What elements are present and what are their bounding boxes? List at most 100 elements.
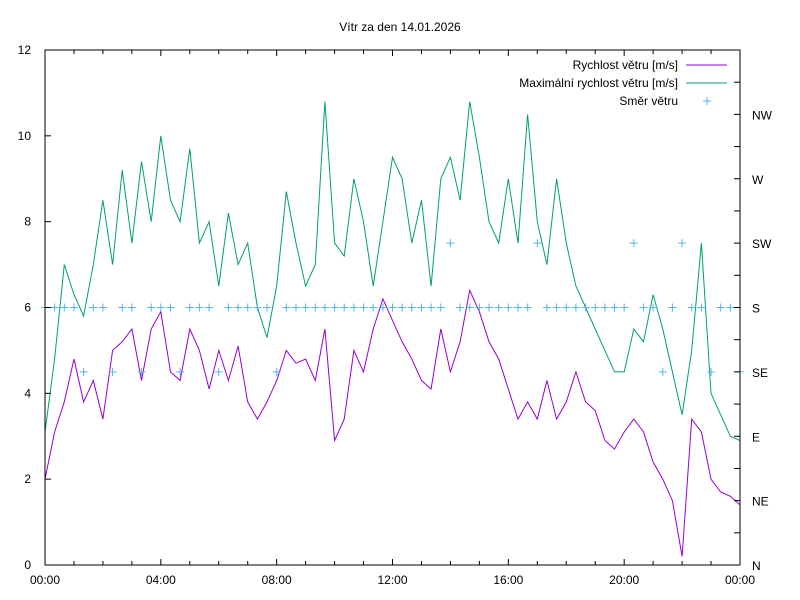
direction-point	[205, 303, 214, 312]
direction-point	[552, 303, 561, 312]
y2-tick-label: NW	[752, 108, 773, 122]
direction-point	[427, 303, 436, 312]
direction-point	[349, 303, 358, 312]
y2-tick-label: S	[752, 302, 760, 316]
direction-point	[513, 303, 522, 312]
y2-tick-label: NE	[752, 495, 769, 509]
y-tick-label: 8	[24, 215, 31, 229]
series-line-1	[44, 101, 741, 441]
direction-point	[639, 303, 648, 312]
direction-point	[147, 303, 156, 312]
direction-point	[475, 303, 484, 312]
direction-point	[60, 303, 69, 312]
direction-point	[629, 239, 638, 248]
direction-point	[542, 303, 551, 312]
direction-point	[127, 303, 136, 312]
direction-point	[668, 303, 677, 312]
direction-point	[658, 367, 667, 376]
direction-point	[263, 303, 272, 312]
direction-point	[234, 303, 243, 312]
direction-point	[523, 303, 532, 312]
direction-point	[716, 303, 725, 312]
direction-point	[243, 303, 252, 312]
direction-point	[446, 239, 455, 248]
direction-point	[436, 303, 445, 312]
y-tick-label: 6	[24, 301, 31, 315]
direction-point	[214, 367, 223, 376]
direction-point	[697, 303, 706, 312]
series-line-0	[44, 288, 741, 557]
direction-point	[620, 303, 629, 312]
direction-point	[98, 303, 107, 312]
direction-point	[678, 239, 687, 248]
direction-point	[195, 303, 204, 312]
direction-point	[176, 367, 185, 376]
axes: 0 2 4 6 8 10 12 N NE E SE S SW W NW 00:00 04:00 08:00 12:0…	[18, 43, 773, 587]
direction-point	[533, 239, 542, 248]
y2-tick-label: SE	[752, 366, 768, 380]
y2-tick-label: N	[752, 559, 761, 573]
y-tick-label: 4	[24, 386, 31, 400]
direction-point	[166, 303, 175, 312]
direction-point	[301, 303, 310, 312]
direction-point	[311, 303, 320, 312]
direction-point	[378, 303, 387, 312]
direction-point	[407, 303, 416, 312]
direction-point	[369, 303, 378, 312]
legend-label-direction: Směr větru	[619, 94, 678, 108]
legend-swatch-direction	[703, 97, 711, 105]
direction-point	[137, 367, 146, 376]
x-tick-label: 00:00	[30, 573, 60, 587]
direction-point	[571, 303, 580, 312]
direction-point	[504, 303, 513, 312]
legend-label-speed: Rychlost větru [m/s]	[573, 58, 678, 72]
direction-point	[340, 303, 349, 312]
direction-point	[89, 303, 98, 312]
x-tick-label: 08:00	[262, 573, 292, 587]
direction-point	[69, 303, 78, 312]
direction-point	[291, 303, 300, 312]
direction-point	[649, 303, 658, 312]
direction-point	[108, 367, 117, 376]
y-tick-label: 12	[18, 43, 32, 57]
direction-point	[50, 303, 59, 312]
direction-point	[417, 303, 426, 312]
x-tick-label: 20:00	[609, 573, 639, 587]
chart-title: Vítr za den 14.01.2026	[339, 20, 461, 34]
x-tick-label: 04:00	[146, 573, 176, 587]
direction-point	[224, 303, 233, 312]
direction-point	[562, 303, 571, 312]
y-tick-label: 0	[24, 558, 31, 572]
direction-point	[456, 303, 465, 312]
direction-point	[282, 303, 291, 312]
direction-point	[118, 303, 127, 312]
y-tick-label: 10	[18, 129, 32, 143]
direction-point	[253, 303, 262, 312]
direction-point	[272, 367, 281, 376]
direction-point	[79, 367, 88, 376]
direction-point	[591, 303, 600, 312]
direction-point	[359, 303, 368, 312]
y2-tick-label: W	[752, 173, 764, 187]
direction-point	[185, 303, 194, 312]
direction-point	[320, 303, 329, 312]
direction-point	[726, 303, 735, 312]
direction-point	[600, 303, 609, 312]
y-tick-label: 2	[24, 472, 31, 486]
x-tick-label: 00:00	[725, 573, 755, 587]
direction-point	[687, 303, 696, 312]
x-tick-label: 12:00	[377, 573, 407, 587]
direction-point	[707, 367, 716, 376]
direction-point	[156, 303, 165, 312]
direction-point	[610, 303, 619, 312]
y2-tick-label: SW	[752, 237, 772, 251]
direction-point	[398, 303, 407, 312]
x-tick-label: 16:00	[493, 573, 523, 587]
legend-label-max-speed: Maximální rychlost větru [m/s]	[519, 76, 678, 90]
direction-point	[330, 303, 339, 312]
plot-area	[41, 101, 744, 557]
direction-point	[388, 303, 397, 312]
direction-point	[465, 303, 474, 312]
direction-point	[485, 303, 494, 312]
